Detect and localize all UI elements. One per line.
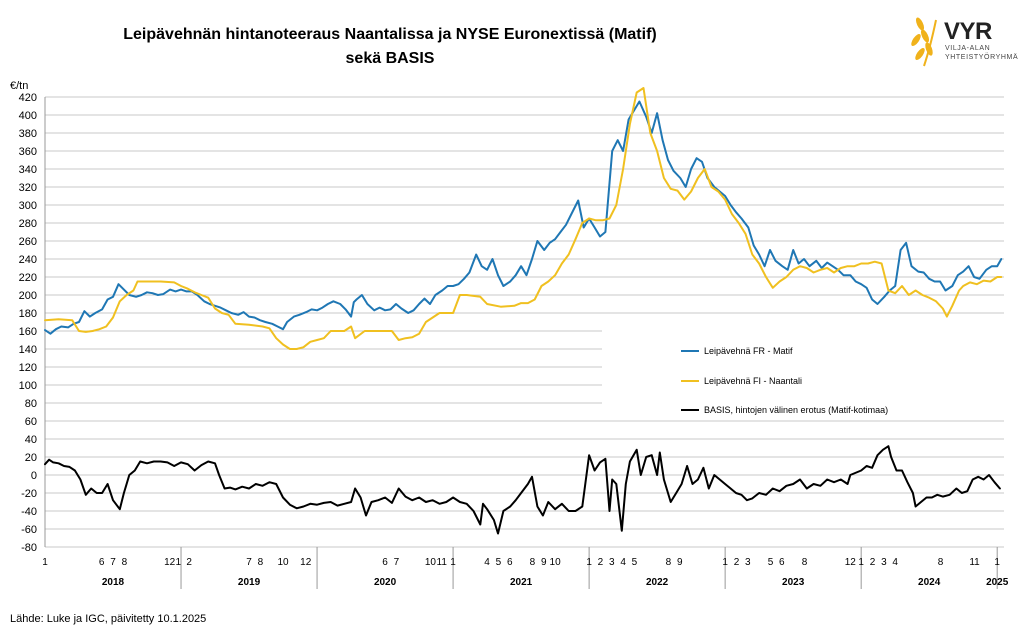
month-tick-label: 8 xyxy=(666,557,672,568)
month-tick-label: 11 xyxy=(437,557,448,568)
month-tick-label: 12 xyxy=(845,557,857,568)
month-tick-label: 11 xyxy=(969,557,980,568)
year-label-2018: 2018 xyxy=(102,577,125,588)
y-tick-label: 0 xyxy=(31,470,37,482)
chart-title-line-2: sekä BASIS xyxy=(345,50,435,67)
y-tick-label: -60 xyxy=(21,524,37,536)
y-tick-label: 80 xyxy=(25,398,37,410)
year-label-2024: 2024 xyxy=(918,577,941,588)
y-axis-unit: €/tn xyxy=(10,80,28,92)
month-tick-label: 8 xyxy=(802,557,808,568)
month-tick-label: 6 xyxy=(507,557,513,568)
month-tick-label: 8 xyxy=(122,557,128,568)
month-tick-label: 4 xyxy=(620,557,626,568)
legend-label-1: Leipävehnä FI - Naantali xyxy=(704,376,802,386)
month-tick-label: 2 xyxy=(186,557,192,568)
month-tick-label: 9 xyxy=(541,557,547,568)
series-line-1 xyxy=(44,87,1003,350)
month-tick-label: 3 xyxy=(745,557,751,568)
month-tick-label: 1 xyxy=(176,557,182,568)
year-label-2020: 2020 xyxy=(374,577,397,588)
month-tick-label: 6 xyxy=(779,557,785,568)
month-tick-label: 1 xyxy=(42,557,48,568)
month-tick-label: 12 xyxy=(164,557,176,568)
legend-label-0: Leipävehnä FR - Matif xyxy=(704,346,793,356)
y-tick-label: 400 xyxy=(19,110,37,122)
month-tick-label: 1 xyxy=(858,557,864,568)
month-tick-label: 1 xyxy=(450,557,456,568)
month-tick-label: 3 xyxy=(881,557,887,568)
y-tick-label: 260 xyxy=(19,236,37,248)
month-tick-label: 8 xyxy=(530,557,536,568)
month-tick-label: 2 xyxy=(598,557,604,568)
y-tick-label: -40 xyxy=(21,506,37,518)
y-tick-label: 300 xyxy=(19,200,37,212)
y-tick-label: 60 xyxy=(25,416,37,428)
month-tick-label: 4 xyxy=(484,557,490,568)
y-tick-label: 100 xyxy=(19,380,37,392)
y-tick-label: 200 xyxy=(19,290,37,302)
series-line-0 xyxy=(44,100,1003,335)
y-tick-label: 120 xyxy=(19,362,37,374)
logo-name: VYR xyxy=(944,18,992,45)
month-tick-label: 4 xyxy=(892,557,898,568)
year-label-2019: 2019 xyxy=(238,577,261,588)
y-tick-label: 320 xyxy=(19,182,37,194)
year-label-2025: 2025 xyxy=(986,577,1009,588)
y-tick-label: 240 xyxy=(19,254,37,266)
month-tick-label: 8 xyxy=(258,557,264,568)
month-tick-label: 5 xyxy=(632,557,638,568)
year-label-2023: 2023 xyxy=(782,577,805,588)
chart-title-line-1: Leipävehnän hintanoteeraus Naantalissa j… xyxy=(123,26,657,43)
month-tick-label: 8 xyxy=(938,557,944,568)
month-tick-label: 1 xyxy=(994,557,1000,568)
y-tick-label: -80 xyxy=(21,542,37,554)
year-label-2021: 2021 xyxy=(510,577,533,588)
month-tick-label: 1 xyxy=(586,557,592,568)
month-tick-label: 6 xyxy=(382,557,388,568)
month-tick-label: 10 xyxy=(550,557,562,568)
y-tick-label: 160 xyxy=(19,326,37,338)
month-tick-label: 5 xyxy=(768,557,774,568)
y-tick-label: 20 xyxy=(25,452,37,464)
y-tick-label: 340 xyxy=(19,164,37,176)
logo-subtitle-line-2: YHTEISTYÖRYHMÄ xyxy=(945,54,1019,61)
month-tick-label: 6 xyxy=(99,557,105,568)
y-tick-label: 180 xyxy=(19,308,37,320)
y-tick-label: 220 xyxy=(19,272,37,284)
y-tick-label: 40 xyxy=(25,434,37,446)
vyr-wheat-logo-icon xyxy=(911,17,937,67)
month-tick-label: 9 xyxy=(677,557,683,568)
y-tick-label: 420 xyxy=(19,92,37,104)
y-tick-label: 360 xyxy=(19,146,37,158)
month-tick-label: 12 xyxy=(300,557,312,568)
series-line-2 xyxy=(44,445,1001,535)
y-tick-label: 140 xyxy=(19,344,37,356)
month-tick-label: 2 xyxy=(734,557,740,568)
year-label-2022: 2022 xyxy=(646,577,669,588)
y-tick-label: 380 xyxy=(19,128,37,140)
y-tick-label: -20 xyxy=(21,488,37,500)
logo-subtitle-line-1: VILJA-ALAN xyxy=(945,45,991,52)
legend-label-2: BASIS, hintojen välinen erotus (Matif-ko… xyxy=(704,405,888,415)
price-chart: 4204003803603403203002802602402202001801… xyxy=(10,80,1009,589)
month-tick-label: 2 xyxy=(870,557,876,568)
month-tick-label: 5 xyxy=(496,557,502,568)
month-tick-label: 7 xyxy=(246,557,252,568)
month-tick-label: 1 xyxy=(722,557,728,568)
month-tick-label: 10 xyxy=(425,557,437,568)
source-note: Lähde: Luke ja IGC, päivitetty 10.1.2025 xyxy=(10,613,207,625)
month-tick-label: 7 xyxy=(394,557,400,568)
month-tick-label: 3 xyxy=(609,557,615,568)
month-tick-label: 7 xyxy=(110,557,116,568)
y-tick-label: 280 xyxy=(19,218,37,230)
month-tick-label: 10 xyxy=(277,557,289,568)
